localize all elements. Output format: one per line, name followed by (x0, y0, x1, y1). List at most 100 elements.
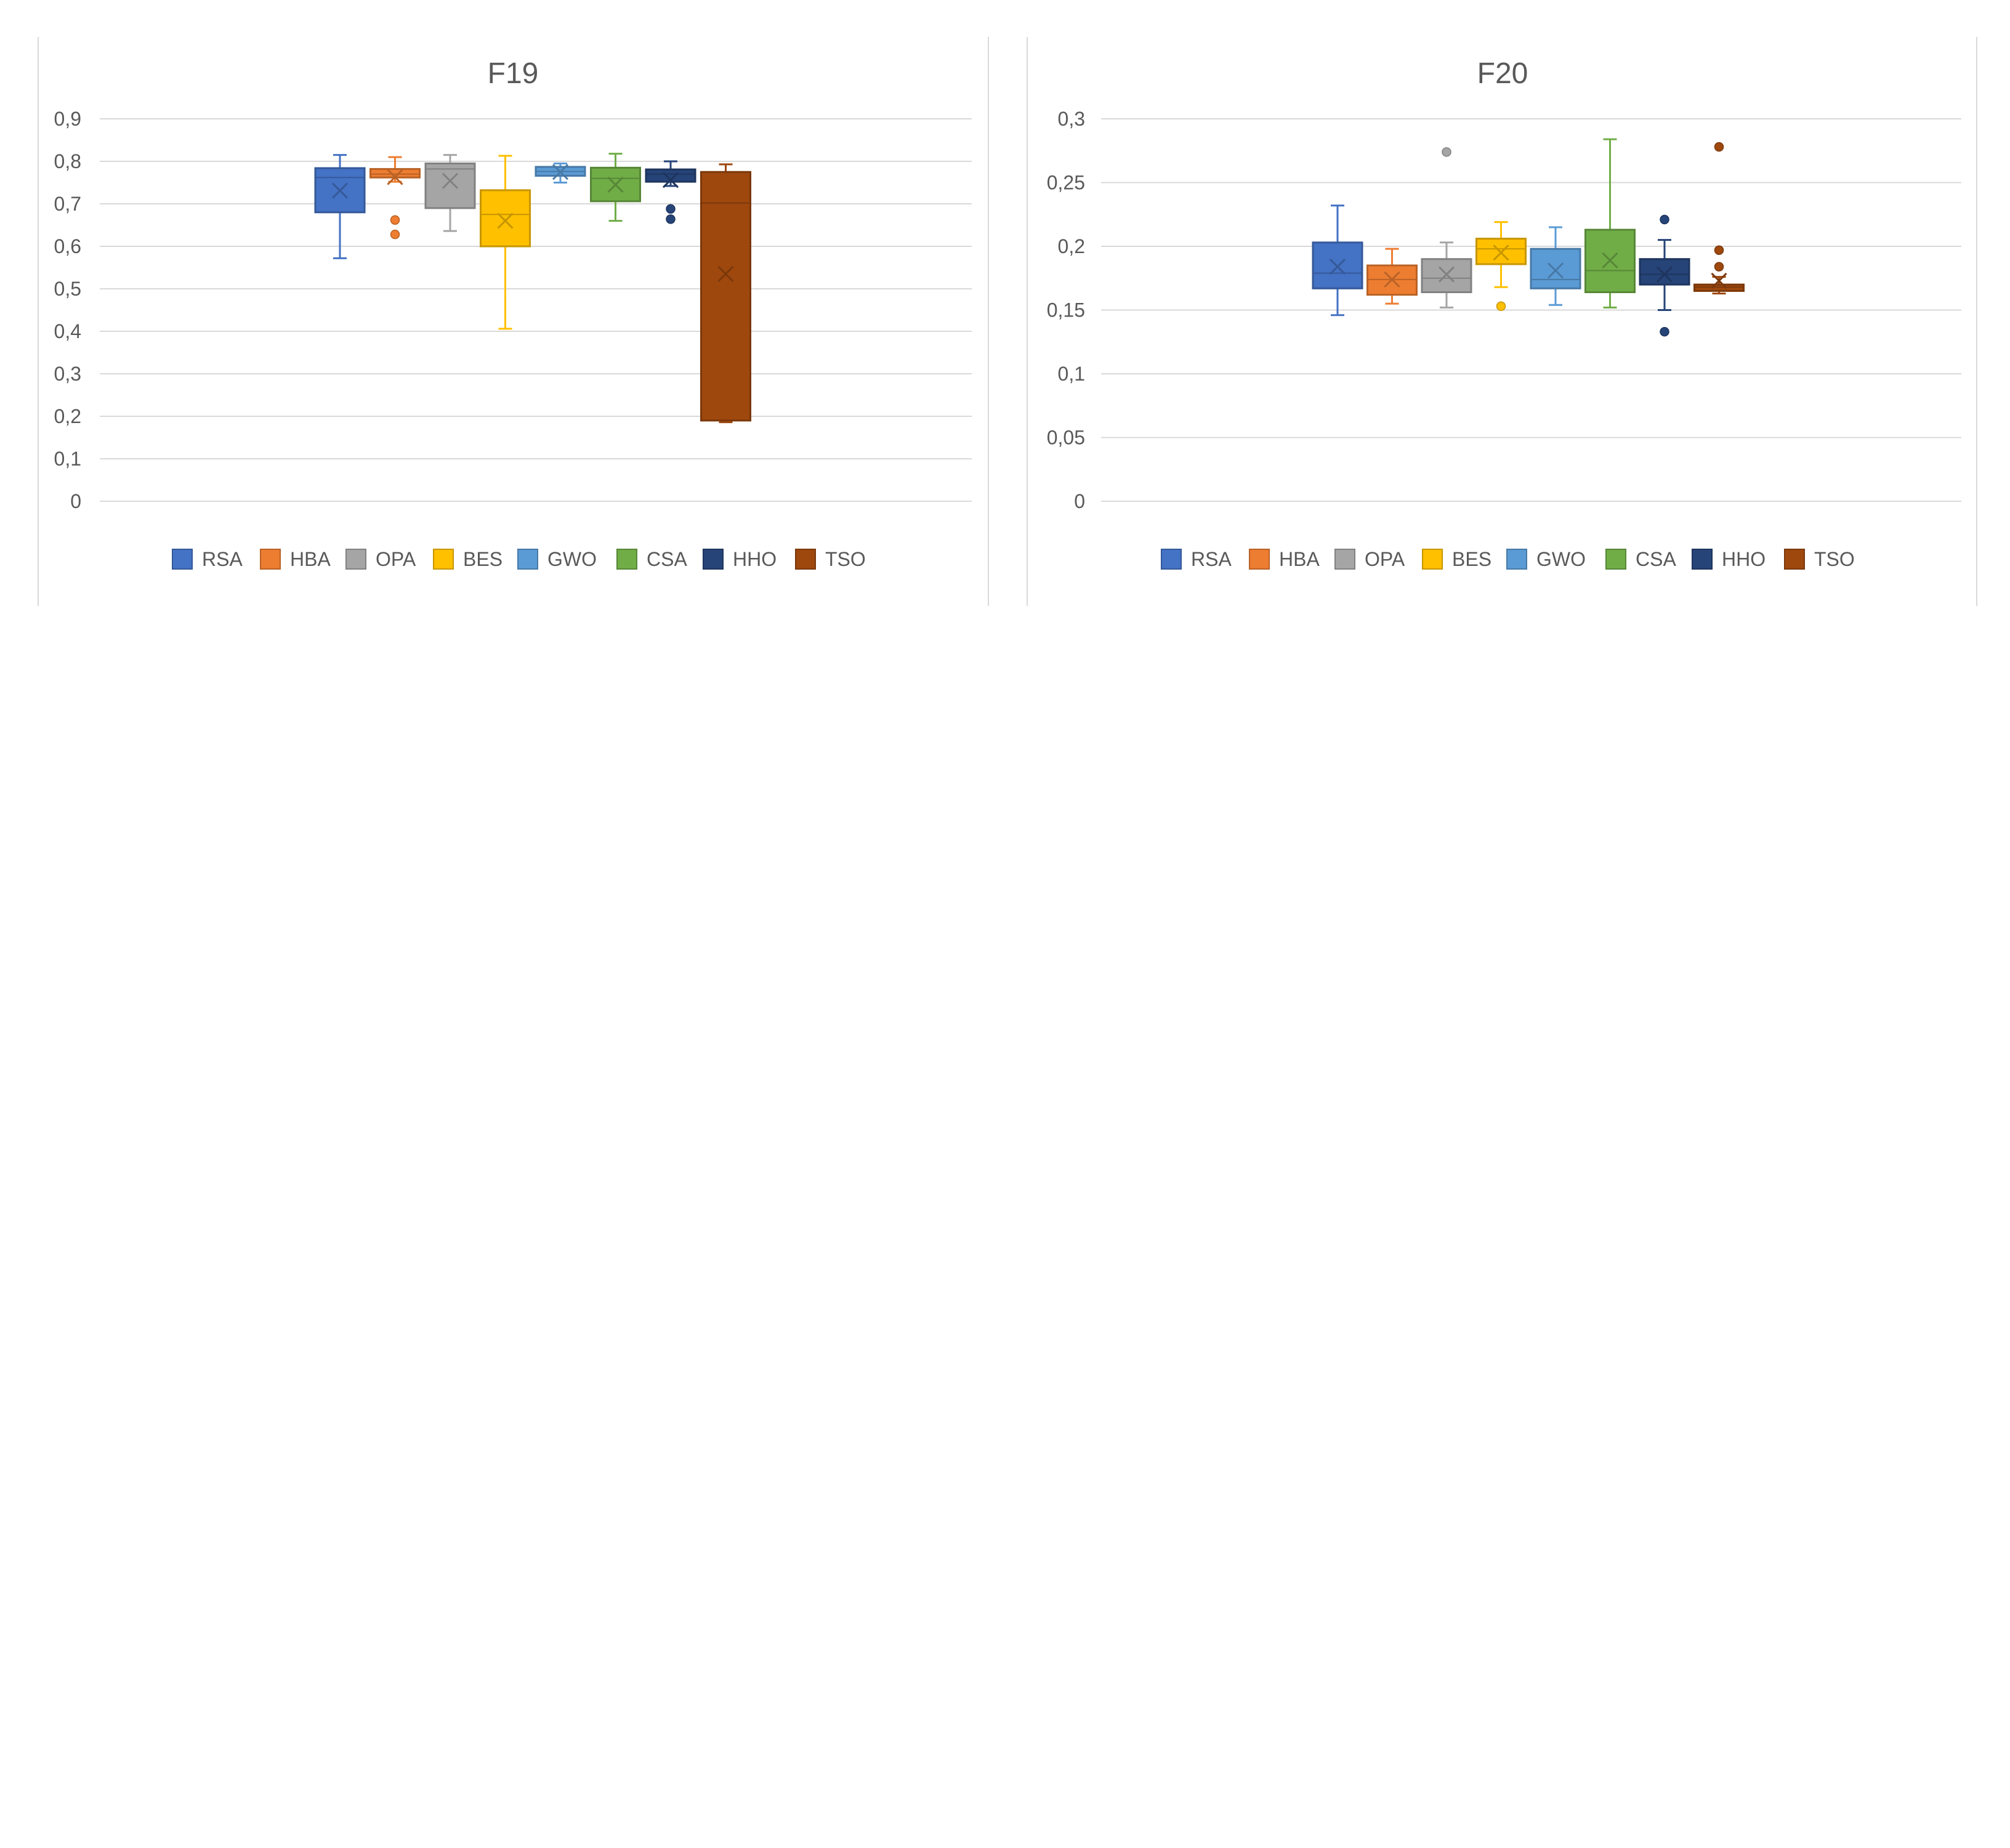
legend-swatch (1605, 549, 1626, 570)
legend-swatch (1422, 549, 1443, 570)
box-tso (700, 163, 751, 424)
legend-label: OPA (1365, 548, 1405, 570)
legend-swatch (616, 549, 637, 570)
legend-swatch (1692, 549, 1713, 570)
y-tick-label: 0,3 (54, 363, 81, 385)
legend-swatch (345, 549, 366, 570)
mean-marker (497, 212, 514, 229)
legend-item-opa: OPA (1334, 548, 1405, 570)
y-tick-label: 0,7 (54, 193, 81, 215)
legend-swatch (1506, 549, 1527, 570)
mean-marker (1438, 266, 1455, 283)
outlier-point (1714, 262, 1724, 272)
box-csa (590, 153, 641, 222)
mean-marker (1329, 259, 1346, 275)
box-body (700, 171, 751, 422)
outlier-point (390, 229, 400, 240)
box-opa (424, 154, 476, 232)
legend-label: BES (463, 548, 502, 570)
mean-marker (442, 172, 459, 189)
legend-swatch (172, 549, 193, 570)
legend-swatch (1334, 549, 1355, 570)
legend-label: OPA (376, 548, 416, 570)
box-hho (645, 160, 696, 224)
y-tick-label: 0,5 (54, 278, 81, 300)
legend: RSA HBA OPA BES GWO CSA HHO TSO (1161, 548, 1855, 570)
mean-marker (387, 169, 403, 185)
y-tick-label: 0,9 (54, 108, 81, 130)
legend-swatch (433, 549, 454, 570)
box-hba (369, 156, 421, 240)
box-csa (1584, 138, 1636, 309)
box-bes (480, 155, 531, 330)
mean-marker (331, 182, 349, 199)
y-tick-label: 0,3 (1058, 108, 1085, 130)
box-series (1312, 138, 1745, 337)
legend-label: RSA (202, 548, 243, 570)
box-hba (1366, 248, 1418, 305)
y-tick-label: 0,1 (54, 448, 81, 470)
mean-marker (662, 172, 679, 188)
mean-marker (1656, 266, 1673, 283)
mean-marker (1384, 271, 1400, 288)
legend-item-csa: CSA (616, 548, 687, 570)
y-tick-label: 0 (70, 490, 81, 512)
outlier-point (1660, 214, 1669, 225)
legend-swatch (1249, 549, 1270, 570)
legend-label: HHO (1722, 548, 1766, 570)
legend-item-tso: TSO (795, 548, 866, 570)
box-series (314, 153, 751, 424)
box-body (424, 162, 476, 209)
outlier-point (1714, 245, 1724, 255)
box-bes (1475, 221, 1527, 312)
outlier-point (666, 204, 676, 214)
box-rsa (1312, 204, 1363, 317)
mean-marker (552, 164, 569, 180)
legend-item-hba: HBA (260, 548, 331, 570)
legend-item-bes: BES (1422, 548, 1491, 570)
legend-label: BES (1452, 548, 1491, 570)
legend-label: RSA (1191, 548, 1232, 570)
legend-swatch (703, 549, 724, 570)
y-tick-label: 0,15 (1047, 299, 1085, 321)
chart-title: F19 (488, 57, 539, 90)
mean-marker (1493, 244, 1509, 261)
outlier-point (1660, 326, 1669, 337)
chart-f20: F20 0 0,05 0,1 0,15 0,2 0,25 0,3 RSA HBA OPA BES G… (1027, 37, 1977, 606)
outlier-point (666, 214, 676, 224)
y-tick-label: 0,2 (1058, 235, 1085, 257)
legend-swatch (795, 549, 816, 570)
mean-marker (1711, 272, 1727, 289)
legend-swatch (1784, 549, 1805, 570)
legend-label: TSO (1814, 548, 1855, 570)
y-grid (1101, 118, 1961, 502)
y-tick-label: 0,4 (54, 320, 81, 342)
box-tso (1693, 142, 1745, 295)
y-tick-label: 0,05 (1047, 427, 1085, 449)
legend-item-gwo: GWO (517, 548, 597, 570)
legend-label: GWO (547, 548, 597, 570)
chart-title: F20 (1477, 57, 1528, 90)
y-tick-label: 0,2 (54, 405, 81, 427)
outlier-point (390, 215, 400, 225)
legend-item-hba: HBA (1249, 548, 1320, 570)
legend-label: CSA (1636, 548, 1676, 570)
mean-marker (607, 176, 624, 193)
y-tick-label: 0,8 (54, 150, 81, 172)
legend-label: HHO (733, 548, 777, 570)
box-body (480, 189, 531, 248)
legend-swatch (517, 549, 538, 570)
box-opa (1421, 147, 1472, 309)
legend-label: GWO (1536, 548, 1586, 570)
legend-item-rsa: RSA (172, 548, 243, 570)
y-tick-label: 0,25 (1047, 172, 1085, 194)
box-rsa (314, 154, 366, 259)
legend-swatch (1161, 549, 1182, 570)
box-body (1693, 283, 1745, 292)
legend-item-hho: HHO (1692, 548, 1766, 570)
box-hho (1639, 214, 1690, 337)
mean-marker (717, 265, 734, 282)
box-body (1530, 248, 1581, 289)
y-tick-label: 0,6 (54, 235, 81, 257)
legend-label: HBA (1279, 548, 1320, 570)
